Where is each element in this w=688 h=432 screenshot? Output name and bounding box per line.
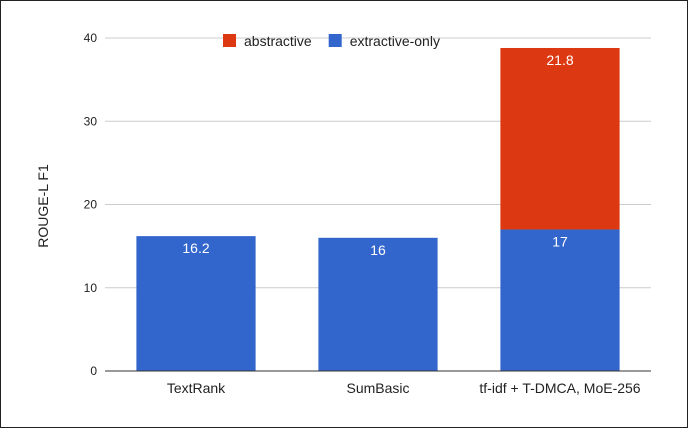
- data-label: 16.2: [182, 240, 209, 256]
- data-label: 21.8: [546, 52, 573, 68]
- data-label: 16: [370, 242, 386, 258]
- data-labels: 16.2 16 17 21.8: [182, 52, 573, 258]
- y-tick-label: 40: [84, 31, 98, 45]
- axes: 0 10 20 30 40 TextRank SumBasic tf-idf + T-DMCA…: [84, 31, 651, 396]
- x-category-label: SumBasic: [346, 380, 409, 396]
- legend-swatch-0: [223, 34, 236, 47]
- bar-abstractive-2: [500, 47, 620, 230]
- y-tick-label: 0: [90, 364, 97, 378]
- x-category-label: tf-idf + T-DMCA, MoE-256: [479, 380, 640, 396]
- bars: [136, 47, 620, 371]
- y-tick-label: 30: [84, 114, 98, 128]
- legend-label-1: extractive-only: [350, 33, 440, 49]
- data-label: 17: [552, 233, 568, 249]
- legend: abstractive extractive-only: [223, 33, 440, 49]
- y-tick-label: 20: [84, 198, 98, 212]
- bar-extractive-only-1: [318, 237, 438, 371]
- legend-label-0: abstractive: [244, 33, 312, 49]
- y-axis-title: ROUGE-L F1: [35, 164, 51, 248]
- x-category-label: TextRank: [167, 380, 226, 396]
- bar-extractive-only-0: [136, 236, 256, 371]
- y-tick-label: 10: [84, 281, 98, 295]
- legend-swatch-1: [328, 34, 342, 47]
- bar-extractive-only-2: [500, 229, 620, 371]
